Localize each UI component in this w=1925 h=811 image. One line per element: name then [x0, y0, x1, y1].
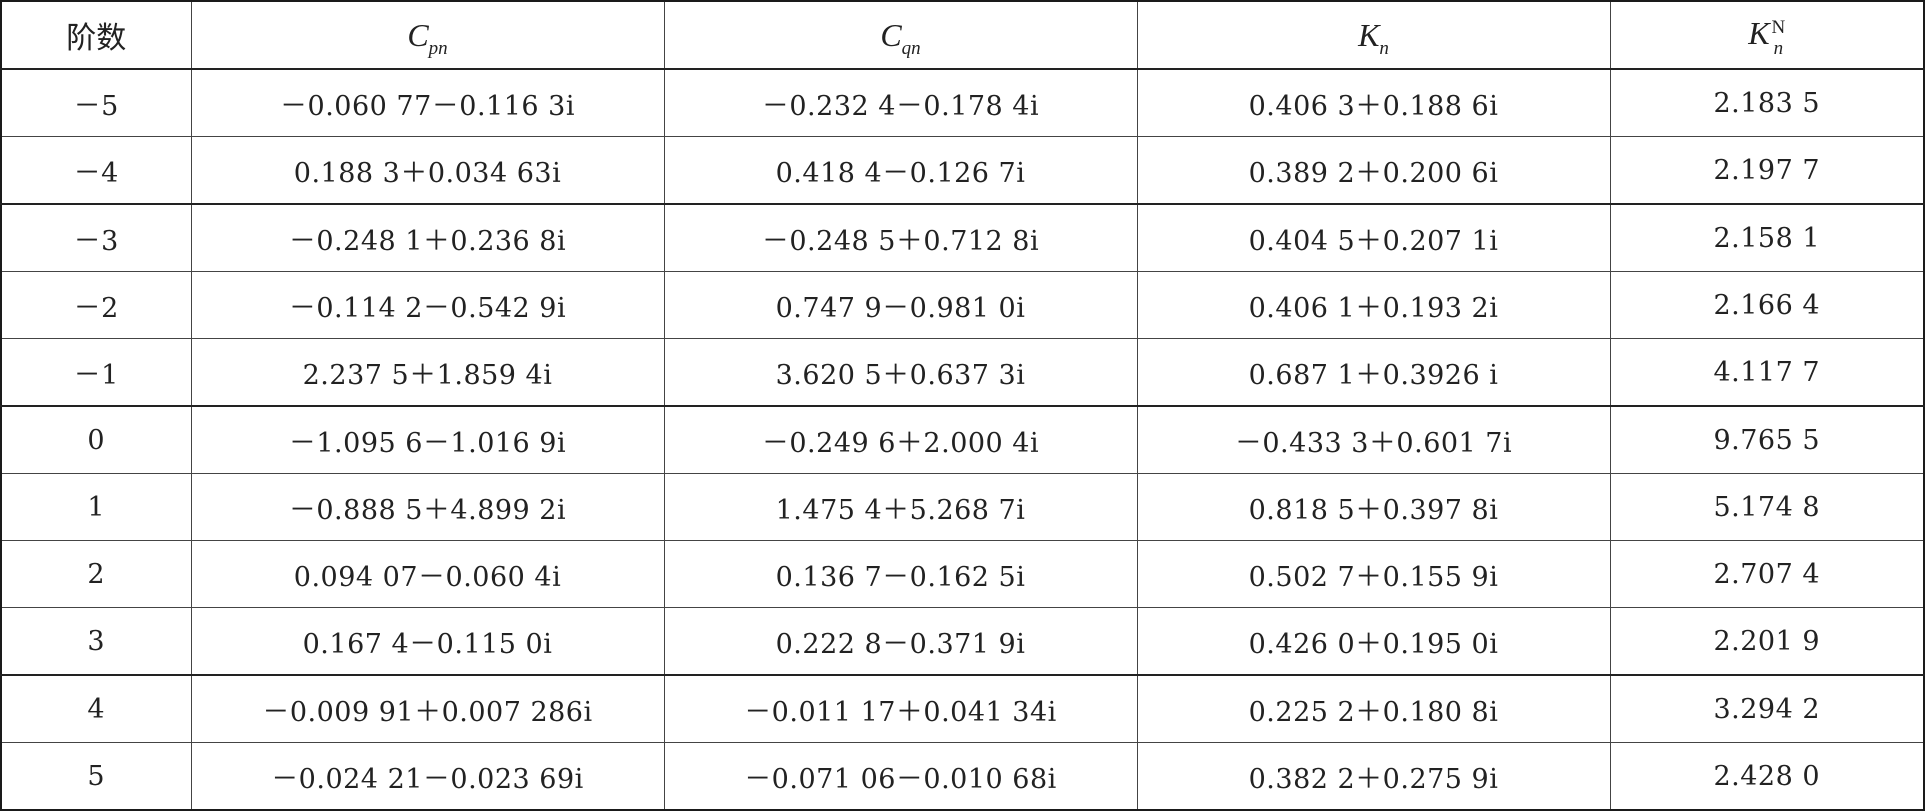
cell-cqn: 1.475 4＋5.268 7i [663, 473, 1138, 541]
cell-kn: 0.426 0＋0.195 0i [1136, 607, 1611, 676]
cell-order: 5 [0, 742, 192, 811]
cell-kn-normalized: 2.197 7 [1609, 136, 1925, 205]
cell-cqn: －0.248 5＋0.712 8i [663, 203, 1138, 272]
cell-cpn: －0.114 2－0.542 9i [190, 271, 665, 339]
table-row: －3 －0.248 1＋0.236 8i －0.248 5＋0.712 8i 0… [0, 203, 1925, 272]
cell-cqn: 0.222 8－0.371 9i [663, 607, 1138, 676]
header-cqn: Cqn [663, 0, 1138, 70]
cell-kn-normalized: 2.428 0 [1609, 742, 1925, 811]
cell-cpn: －0.060 77－0.116 3i [190, 68, 665, 137]
cell-kn-normalized: 2.183 5 [1609, 68, 1925, 137]
header-order: 阶数 [0, 0, 192, 70]
cell-order: 4 [0, 674, 192, 743]
table-row: 5 －0.024 21－0.023 69i －0.071 06－0.010 68… [0, 742, 1925, 811]
cell-kn: 0.225 2＋0.180 8i [1136, 674, 1611, 743]
header-cqn-subscript: qn [901, 37, 921, 59]
cell-kn: 0.687 1＋0.3926 i [1136, 338, 1611, 407]
header-cpn-symbol: C [407, 16, 429, 53]
table-row: 2 0.094 07－0.060 4i 0.136 7－0.162 5i 0.5… [0, 540, 1925, 608]
table-row: 1 －0.888 5＋4.899 2i 1.475 4＋5.268 7i 0.8… [0, 473, 1925, 541]
cell-kn: 0.406 1＋0.193 2i [1136, 271, 1611, 339]
cell-cqn: 3.620 5＋0.637 3i [663, 338, 1138, 407]
cell-cpn: 0.167 4－0.115 0i [190, 607, 665, 676]
table-row: －1 2.237 5＋1.859 4i 3.620 5＋0.637 3i 0.6… [0, 338, 1925, 407]
cell-kn: 0.404 5＋0.207 1i [1136, 203, 1611, 272]
cell-order: －5 [0, 68, 192, 137]
cell-order: －4 [0, 136, 192, 205]
cell-kn-normalized: 5.174 8 [1609, 473, 1925, 541]
cell-cqn: －0.071 06－0.010 68i [663, 742, 1138, 811]
cell-kn: 0.389 2＋0.200 6i [1136, 136, 1611, 205]
header-cpn: Cpn [190, 0, 665, 70]
cell-cpn: －0.248 1＋0.236 8i [190, 203, 665, 272]
cell-kn: 0.382 2＋0.275 9i [1136, 742, 1611, 811]
cell-cqn: －0.232 4－0.178 4i [663, 68, 1138, 137]
table-row: 4 －0.009 91＋0.007 286i －0.011 17＋0.041 3… [0, 674, 1925, 743]
cell-order: 2 [0, 540, 192, 608]
cell-kn-normalized: 2.201 9 [1609, 607, 1925, 676]
cell-order: 0 [0, 405, 192, 474]
cell-kn-normalized: 2.707 4 [1609, 540, 1925, 608]
cell-order: －3 [0, 203, 192, 272]
cell-cqn: －0.011 17＋0.041 34i [663, 674, 1138, 743]
cell-cqn: 0.747 9－0.981 0i [663, 271, 1138, 339]
table-row: 0 －1.095 6－1.016 9i －0.249 6＋2.000 4i －0… [0, 405, 1925, 474]
cell-order: 1 [0, 473, 192, 541]
table-row: －2 －0.114 2－0.542 9i 0.747 9－0.981 0i 0.… [0, 271, 1925, 339]
table-row: －4 0.188 3＋0.034 63i 0.418 4－0.126 7i 0.… [0, 136, 1925, 205]
header-knn-subscript: n [1773, 37, 1784, 59]
cell-kn-normalized: 9.765 5 [1609, 405, 1925, 474]
cell-kn: 0.502 7＋0.155 9i [1136, 540, 1611, 608]
cell-cpn: 0.094 07－0.060 4i [190, 540, 665, 608]
table-row: 3 0.167 4－0.115 0i 0.222 8－0.371 9i 0.42… [0, 607, 1925, 676]
cell-kn-normalized: 2.158 1 [1609, 203, 1925, 272]
cell-order: －2 [0, 271, 192, 339]
cell-cpn: －0.009 91＋0.007 286i [190, 674, 665, 743]
header-kn-subscript: n [1379, 37, 1389, 59]
cell-cpn: 2.237 5＋1.859 4i [190, 338, 665, 407]
header-kn-symbol: K [1358, 16, 1380, 53]
header-knn-superscript: N [1771, 16, 1786, 38]
cell-cpn: －1.095 6－1.016 9i [190, 405, 665, 474]
cell-cpn: －0.888 5＋4.899 2i [190, 473, 665, 541]
header-cpn-subscript: pn [428, 37, 448, 59]
cell-kn-normalized: 3.294 2 [1609, 674, 1925, 743]
table-row: －5 －0.060 77－0.116 3i －0.232 4－0.178 4i … [0, 68, 1925, 137]
cell-kn-normalized: 2.166 4 [1609, 271, 1925, 339]
cell-order: 3 [0, 607, 192, 676]
cell-kn: 0.406 3＋0.188 6i [1136, 68, 1611, 137]
cell-order: －1 [0, 338, 192, 407]
header-cqn-symbol: C [880, 16, 902, 53]
cell-kn: 0.818 5＋0.397 8i [1136, 473, 1611, 541]
cell-kn: －0.433 3＋0.601 7i [1136, 405, 1611, 474]
cell-cqn: 0.136 7－0.162 5i [663, 540, 1138, 608]
cell-cqn: －0.249 6＋2.000 4i [663, 405, 1138, 474]
header-knn-symbol: K [1748, 14, 1770, 51]
cell-cpn: 0.188 3＋0.034 63i [190, 136, 665, 205]
header-kn: Kn [1136, 0, 1611, 70]
cell-cqn: 0.418 4－0.126 7i [663, 136, 1138, 205]
cell-cpn: －0.024 21－0.023 69i [190, 742, 665, 811]
cell-kn-normalized: 4.117 7 [1609, 338, 1925, 407]
